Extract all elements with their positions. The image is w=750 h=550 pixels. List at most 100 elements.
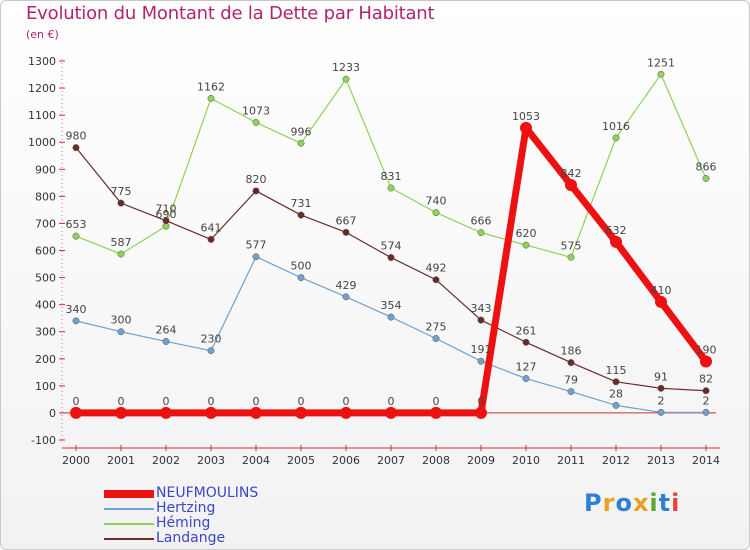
logo-letter: t bbox=[658, 489, 672, 517]
data-label: 820 bbox=[246, 173, 267, 186]
data-label: 300 bbox=[111, 314, 132, 327]
x-tick-label: 2014 bbox=[692, 454, 720, 467]
data-label: 1073 bbox=[242, 104, 270, 117]
data-label: 190 bbox=[696, 343, 717, 356]
logo-letter: x bbox=[632, 489, 650, 517]
data-point bbox=[297, 211, 305, 219]
data-label: 2 bbox=[703, 394, 710, 407]
data-label: 0 bbox=[478, 395, 485, 408]
data-label: 866 bbox=[696, 160, 717, 173]
data-label: 740 bbox=[426, 195, 447, 208]
legend-swatch bbox=[104, 508, 154, 510]
data-label: 186 bbox=[561, 345, 582, 358]
data-label: 1162 bbox=[197, 80, 225, 93]
data-label: 1233 bbox=[332, 61, 360, 74]
data-point bbox=[342, 228, 350, 236]
data-point bbox=[207, 94, 215, 102]
data-point bbox=[477, 357, 485, 365]
data-point bbox=[205, 406, 217, 419]
data-label: 354 bbox=[381, 299, 402, 312]
y-tick-label: 1000 bbox=[28, 136, 56, 149]
data-label: 0 bbox=[433, 395, 440, 408]
data-point bbox=[432, 209, 440, 217]
legend-swatch bbox=[104, 490, 154, 498]
data-label: 0 bbox=[73, 395, 80, 408]
data-label: 775 bbox=[111, 185, 132, 198]
y-tick-label: 100 bbox=[35, 380, 56, 393]
data-point bbox=[72, 144, 80, 152]
data-label: 429 bbox=[336, 279, 357, 292]
legend-label: NEUFMOULINS bbox=[156, 485, 259, 501]
data-point bbox=[297, 274, 305, 282]
data-point bbox=[342, 75, 350, 83]
y-tick-label: 0 bbox=[49, 407, 56, 420]
x-tick-label: 2004 bbox=[242, 454, 270, 467]
data-label: 0 bbox=[208, 395, 215, 408]
data-point bbox=[522, 375, 530, 382]
data-label: 79 bbox=[564, 374, 578, 387]
chart-title: Evolution du Montant de la Dette par Hab… bbox=[26, 3, 435, 24]
legend-swatch bbox=[104, 538, 154, 540]
data-point bbox=[342, 293, 350, 301]
data-label: 230 bbox=[201, 333, 222, 346]
data-point bbox=[657, 70, 665, 78]
data-point bbox=[432, 276, 440, 284]
data-label: 0 bbox=[343, 395, 350, 408]
data-label: 261 bbox=[516, 324, 537, 337]
data-point bbox=[522, 241, 530, 249]
data-label: 275 bbox=[426, 320, 447, 333]
legend-swatch bbox=[104, 523, 154, 525]
data-point bbox=[520, 121, 532, 134]
data-point bbox=[295, 406, 307, 419]
x-tick-label: 2011 bbox=[557, 454, 585, 467]
proxiti-logo: Proxiti bbox=[584, 489, 680, 517]
data-label: 0 bbox=[163, 395, 170, 408]
data-label: 115 bbox=[606, 364, 627, 377]
legend-label: Héming bbox=[156, 515, 211, 531]
data-label: 690 bbox=[156, 208, 177, 221]
data-point bbox=[297, 139, 305, 147]
data-label: 410 bbox=[651, 284, 672, 297]
data-point bbox=[702, 387, 710, 395]
data-point bbox=[387, 313, 395, 321]
logo-letter: i bbox=[649, 489, 659, 517]
data-point bbox=[567, 253, 575, 261]
x-tick-label: 2003 bbox=[197, 454, 225, 467]
legend-label: Hertzing bbox=[156, 500, 216, 516]
x-tick-label: 2000 bbox=[62, 454, 90, 467]
y-tick-label: 200 bbox=[35, 353, 56, 366]
data-point bbox=[115, 406, 127, 419]
data-point bbox=[252, 187, 260, 195]
data-label: 340 bbox=[66, 303, 87, 316]
data-point bbox=[430, 406, 442, 419]
data-point bbox=[477, 316, 485, 324]
data-point bbox=[567, 359, 575, 367]
data-point bbox=[385, 406, 397, 419]
data-point bbox=[612, 134, 620, 142]
data-label: 831 bbox=[381, 170, 402, 183]
data-point bbox=[610, 235, 622, 248]
data-label: 666 bbox=[471, 215, 492, 228]
y-tick-label: 1200 bbox=[28, 82, 56, 95]
data-point bbox=[477, 229, 485, 237]
y-tick-label: 400 bbox=[35, 299, 56, 312]
data-point bbox=[657, 384, 665, 392]
data-label: 710 bbox=[156, 203, 177, 216]
chart-unit-label: (en €) bbox=[26, 28, 59, 41]
y-tick-label: 800 bbox=[35, 190, 56, 203]
data-label: 0 bbox=[118, 395, 125, 408]
data-label: 632 bbox=[606, 224, 627, 237]
y-tick-label: 500 bbox=[35, 272, 56, 285]
x-tick-label: 2005 bbox=[287, 454, 315, 467]
x-tick-label: 2002 bbox=[152, 454, 180, 467]
x-tick-label: 2012 bbox=[602, 454, 630, 467]
data-point bbox=[162, 338, 170, 345]
data-label: 1016 bbox=[602, 120, 630, 133]
data-point bbox=[387, 254, 395, 261]
data-point bbox=[432, 335, 440, 342]
data-label: 500 bbox=[291, 260, 312, 273]
data-label: 653 bbox=[66, 218, 87, 231]
logo-letter: i bbox=[671, 489, 681, 517]
